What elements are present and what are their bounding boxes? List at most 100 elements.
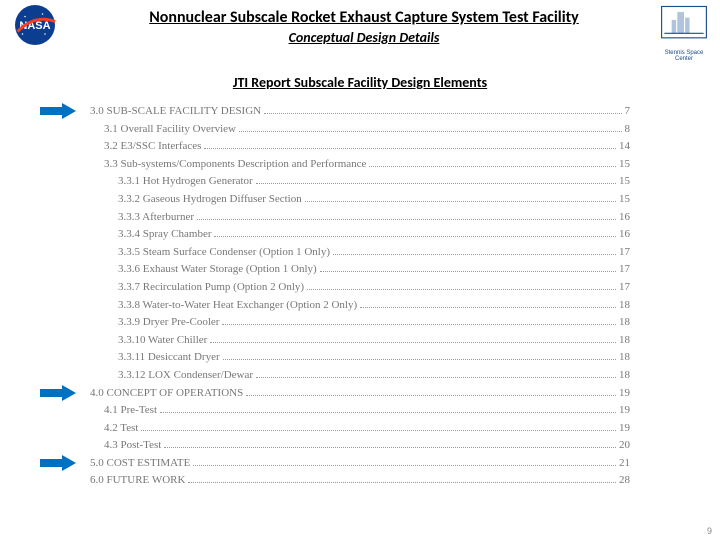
toc-leader: [210, 342, 616, 343]
toc-leader: [320, 271, 616, 272]
toc-page: 18: [619, 297, 630, 315]
arrow-icon: [40, 455, 76, 471]
toc-row: 4.2 Test 19: [90, 420, 630, 438]
toc-label: 3.3.7 Recirculation Pump (Option 2 Only): [118, 279, 304, 297]
toc-page: 14: [619, 138, 630, 156]
toc-page: 8: [625, 121, 631, 139]
toc-row: 3.1 Overall Facility Overview 8: [90, 121, 630, 139]
toc-label: 5.0 COST ESTIMATE: [90, 455, 190, 473]
page-title: Nonnuclear Subscale Rocket Exhaust Captu…: [68, 8, 660, 27]
toc-label: 3.3 Sub-systems/Components Description a…: [104, 156, 366, 174]
toc-leader: [193, 465, 616, 466]
toc-leader: [246, 395, 616, 396]
toc-label: 3.3.11 Desiccant Dryer: [118, 349, 220, 367]
section-title: JTI Report Subscale Facility Design Elem…: [0, 74, 720, 91]
toc-leader: [256, 183, 616, 184]
toc-page: 17: [619, 261, 630, 279]
toc-row: 3.3.3 Afterburner 16: [90, 209, 630, 227]
toc-leader: [160, 412, 616, 413]
toc-page: 19: [619, 402, 630, 420]
toc-label: 3.3.3 Afterburner: [118, 209, 194, 227]
toc-page: 16: [619, 226, 630, 244]
toc-label: 3.3.1 Hot Hydrogen Generator: [118, 173, 253, 191]
toc-row: 5.0 COST ESTIMATE 21: [90, 455, 630, 473]
toc-label: 4.1 Pre-Test: [104, 402, 157, 420]
toc-label: 3.3.9 Dryer Pre-Cooler: [118, 314, 219, 332]
toc-row: 4.3 Post-Test 20: [90, 437, 630, 455]
toc-label: 3.3.8 Water-to-Water Heat Exchanger (Opt…: [118, 297, 357, 315]
toc-label: 3.2 E3/SSC Interfaces: [104, 138, 201, 156]
toc-leader: [188, 482, 616, 483]
stennis-caption: Stennis Space Center: [656, 50, 712, 62]
toc-label: 4.0 CONCEPT OF OPERATIONS: [90, 385, 243, 403]
toc-row: 4.1 Pre-Test 19: [90, 402, 630, 420]
toc-page: 28: [619, 472, 630, 490]
arrow-icon: [40, 103, 76, 119]
page-subtitle: Conceptual Design Details: [68, 29, 660, 46]
toc-leader: [333, 254, 616, 255]
toc-row: 3.3 Sub-systems/Components Description a…: [90, 156, 630, 174]
header-text: Nonnuclear Subscale Rocket Exhaust Captu…: [60, 4, 710, 46]
toc-row: 3.3.11 Desiccant Dryer18: [90, 349, 630, 367]
toc-row: 3.3.4 Spray Chamber 16: [90, 226, 630, 244]
toc-leader: [256, 377, 616, 378]
toc-label: 3.3.2 Gaseous Hydrogen Diffuser Section: [118, 191, 302, 209]
toc-row: 3.0 SUB-SCALE FACILITY DESIGN 7: [90, 103, 630, 121]
toc-page: 18: [619, 314, 630, 332]
toc-page: 19: [619, 420, 630, 438]
toc-page: 18: [619, 367, 630, 385]
toc-page: 17: [619, 279, 630, 297]
toc-row: 6.0 FUTURE WORK 28: [90, 472, 630, 490]
toc-page: 7: [625, 103, 631, 121]
toc-leader: [197, 219, 616, 220]
toc-leader: [239, 131, 622, 132]
stennis-logo: Stennis Space Center: [656, 2, 712, 48]
arrow-icon: [40, 385, 76, 401]
toc-row: 3.3.2 Gaseous Hydrogen Diffuser Section 1…: [90, 191, 630, 209]
toc-page: 15: [619, 173, 630, 191]
toc-leader: [360, 307, 616, 308]
toc-row: 3.3.1 Hot Hydrogen Generator 15: [90, 173, 630, 191]
toc-leader: [305, 201, 616, 202]
toc-page: 18: [619, 332, 630, 350]
toc-label: 3.3.12 LOX Condenser/Dewar: [118, 367, 253, 385]
toc-page: 21: [619, 455, 630, 473]
toc-leader: [369, 166, 616, 167]
toc-page: 20: [619, 437, 630, 455]
toc-page: 15: [619, 191, 630, 209]
toc-row: 3.3.9 Dryer Pre-Cooler 18: [90, 314, 630, 332]
toc-row: 3.3.7 Recirculation Pump (Option 2 Only)…: [90, 279, 630, 297]
toc-label: 6.0 FUTURE WORK: [90, 472, 185, 490]
toc-page: 17: [619, 244, 630, 262]
table-of-contents: 3.0 SUB-SCALE FACILITY DESIGN73.1 Overal…: [90, 101, 630, 490]
toc-leader: [204, 148, 616, 149]
toc-leader: [141, 430, 616, 431]
toc-row: 3.3.12 LOX Condenser/Dewar 18: [90, 367, 630, 385]
toc-leader: [223, 359, 616, 360]
nasa-logo: NASA: [10, 4, 60, 46]
toc-row: 3.2 E3/SSC Interfaces 14: [90, 138, 630, 156]
toc-row: 4.0 CONCEPT OF OPERATIONS 19: [90, 385, 630, 403]
toc-leader: [307, 289, 616, 290]
toc-page: 16: [619, 209, 630, 227]
toc-page: 19: [619, 385, 630, 403]
toc-leader: [222, 324, 616, 325]
toc-label: 3.3.4 Spray Chamber: [118, 226, 211, 244]
toc-row: 3.3.5 Steam Surface Condenser (Option 1 …: [90, 244, 630, 262]
toc-row: 3.3.8 Water-to-Water Heat Exchanger (Opt…: [90, 297, 630, 315]
page-number: 9: [707, 526, 712, 536]
toc-page: 15: [619, 156, 630, 174]
toc-row: 3.3.10 Water Chiller 18: [90, 332, 630, 350]
header: NASA Nonnuclear Subscale Rocket Exhaust …: [0, 0, 720, 48]
toc-row: 3.3.6 Exhaust Water Storage (Option 1 On…: [90, 261, 630, 279]
toc-label: 3.3.6 Exhaust Water Storage (Option 1 On…: [118, 261, 317, 279]
toc-label: 4.3 Post-Test: [104, 437, 161, 455]
toc-leader: [214, 236, 616, 237]
toc-leader: [264, 113, 621, 114]
toc-leader: [164, 447, 616, 448]
toc-label: 4.2 Test: [104, 420, 138, 438]
toc-label: 3.0 SUB-SCALE FACILITY DESIGN: [90, 103, 261, 121]
toc-label: 3.1 Overall Facility Overview: [104, 121, 236, 139]
toc-label: 3.3.10 Water Chiller: [118, 332, 207, 350]
toc-label: 3.3.5 Steam Surface Condenser (Option 1 …: [118, 244, 330, 262]
